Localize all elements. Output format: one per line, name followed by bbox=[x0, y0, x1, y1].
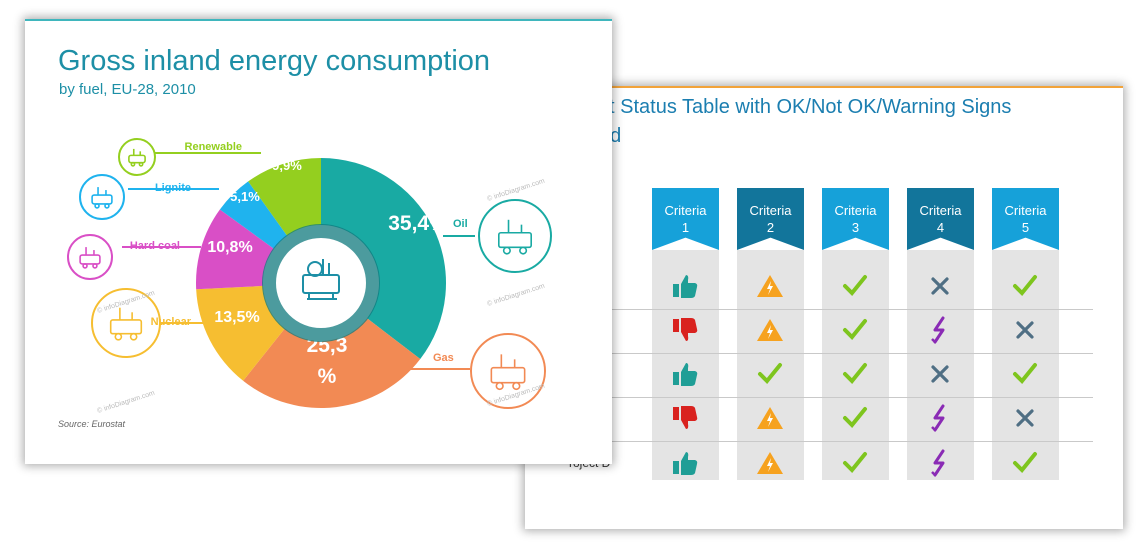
slice-value-label: 9,9% bbox=[272, 158, 302, 173]
oil-pump-icon bbox=[478, 199, 552, 273]
lightning-icon bbox=[925, 448, 955, 478]
energy-chart-slide: Gross inland energy consumption by fuel,… bbox=[25, 19, 612, 464]
criteria-header-line1: Criteria bbox=[1004, 203, 1047, 218]
check-icon bbox=[840, 448, 870, 478]
donut-hole-ring bbox=[262, 224, 380, 342]
thumbs-up-icon bbox=[670, 271, 700, 301]
row-separator bbox=[563, 309, 1093, 310]
callout-label-gas: Gas bbox=[433, 352, 454, 364]
warning-icon bbox=[755, 315, 785, 345]
donut-hole bbox=[277, 239, 365, 327]
criteria-header-line2: 5 bbox=[1021, 220, 1030, 235]
check-icon bbox=[1010, 271, 1040, 301]
criteria-header-line2: 3 bbox=[851, 220, 860, 235]
slice-hard-coal bbox=[196, 209, 275, 290]
slice-value-label: 10,8% bbox=[207, 239, 252, 256]
renewable-icon-glyph bbox=[128, 148, 146, 167]
watermark: © infoDiagram.com bbox=[486, 282, 546, 308]
slice-value-label: 35,4% bbox=[388, 212, 448, 235]
cross-icon bbox=[1010, 403, 1040, 433]
check-icon bbox=[1010, 448, 1040, 478]
row-separator bbox=[563, 397, 1093, 398]
coal-cart-icon bbox=[67, 234, 113, 280]
check-icon bbox=[755, 359, 785, 389]
chart-source: Source: Eurostat bbox=[58, 419, 126, 429]
oil-pump-icon-glyph bbox=[497, 219, 532, 255]
check-icon bbox=[840, 403, 870, 433]
criteria-header-line2: 1 bbox=[681, 220, 690, 235]
slice-renewable bbox=[248, 158, 321, 236]
gas-pipe-icon-glyph bbox=[490, 354, 526, 391]
check-icon bbox=[840, 359, 870, 389]
callout-label-nuclear: Nuclear bbox=[151, 316, 192, 328]
cross-icon bbox=[925, 271, 955, 301]
lightning-icon bbox=[925, 315, 955, 345]
check-icon bbox=[840, 271, 870, 301]
check-icon bbox=[840, 315, 870, 345]
cross-icon bbox=[1010, 315, 1040, 345]
energy-plant-icon bbox=[302, 259, 340, 300]
criteria-header-4: Criteria 4 bbox=[907, 188, 974, 250]
criteria-header-line1: Criteria bbox=[834, 203, 877, 218]
gas-pipe-icon bbox=[470, 333, 546, 409]
warning-icon bbox=[755, 448, 785, 478]
chart-subtitle: by fuel, EU-28, 2010 bbox=[59, 81, 196, 98]
criteria-header-line2: 2 bbox=[766, 220, 775, 235]
warning-icon bbox=[755, 271, 785, 301]
status-table-slide: ct Status Table with OK/Not OK/Warning S… bbox=[525, 86, 1123, 529]
criteria-header-line2: 4 bbox=[936, 220, 945, 235]
criteria-header-3: Criteria 3 bbox=[822, 188, 889, 250]
lightning-icon bbox=[925, 403, 955, 433]
watermark: © infoDiagram.com bbox=[486, 177, 546, 203]
criteria-header-1: Criteria 1 bbox=[652, 188, 719, 250]
thumbs-down-icon bbox=[670, 315, 700, 345]
status-slide-title-line1: ct Status Table with OK/Not OK/Warning S… bbox=[599, 96, 1012, 118]
slice-oil bbox=[321, 158, 447, 359]
chart-title: Gross inland energy consumption bbox=[58, 45, 491, 77]
cross-icon bbox=[925, 359, 955, 389]
thumbs-up-icon bbox=[670, 448, 700, 478]
thumbs-down-icon bbox=[670, 403, 700, 433]
warning-icon bbox=[755, 403, 785, 433]
slice-nuclear bbox=[196, 285, 285, 381]
coal-cart-icon-glyph bbox=[79, 247, 101, 269]
callout-label-lignite: Lignite bbox=[155, 182, 191, 194]
row-separator bbox=[563, 441, 1093, 442]
criteria-header-line1: Criteria bbox=[749, 203, 792, 218]
slice-lignite bbox=[219, 181, 288, 249]
row-separator bbox=[563, 353, 1093, 354]
renewable-icon bbox=[118, 138, 156, 176]
lignite-truck-icon bbox=[79, 174, 125, 220]
callout-label-renewable: Renewable bbox=[185, 141, 242, 153]
slice-value-label: % bbox=[318, 365, 337, 388]
nuclear-plant-icon bbox=[91, 288, 161, 358]
check-icon bbox=[1010, 359, 1040, 389]
callout-label-oil: Oil bbox=[453, 218, 468, 230]
criteria-header-line1: Criteria bbox=[664, 203, 707, 218]
thumbs-up-icon bbox=[670, 359, 700, 389]
slice-value-label: 13,5% bbox=[214, 309, 259, 326]
criteria-header-2: Criteria 2 bbox=[737, 188, 804, 250]
nuclear-plant-icon-glyph bbox=[109, 307, 143, 341]
slice-value-label: 5,1% bbox=[230, 189, 260, 204]
criteria-header-5: Criteria 5 bbox=[992, 188, 1059, 250]
callout-label-hard-coal: Hard coal bbox=[130, 240, 180, 252]
watermark: © infoDiagram.com bbox=[96, 389, 156, 415]
donut-chart: 35,4%25,3%13,5%10,8%5,1%9,9% OilGasNucle… bbox=[67, 138, 552, 415]
lignite-truck-icon-glyph bbox=[91, 187, 113, 209]
criteria-header-line1: Criteria bbox=[919, 203, 962, 218]
slice-gas bbox=[243, 318, 421, 409]
